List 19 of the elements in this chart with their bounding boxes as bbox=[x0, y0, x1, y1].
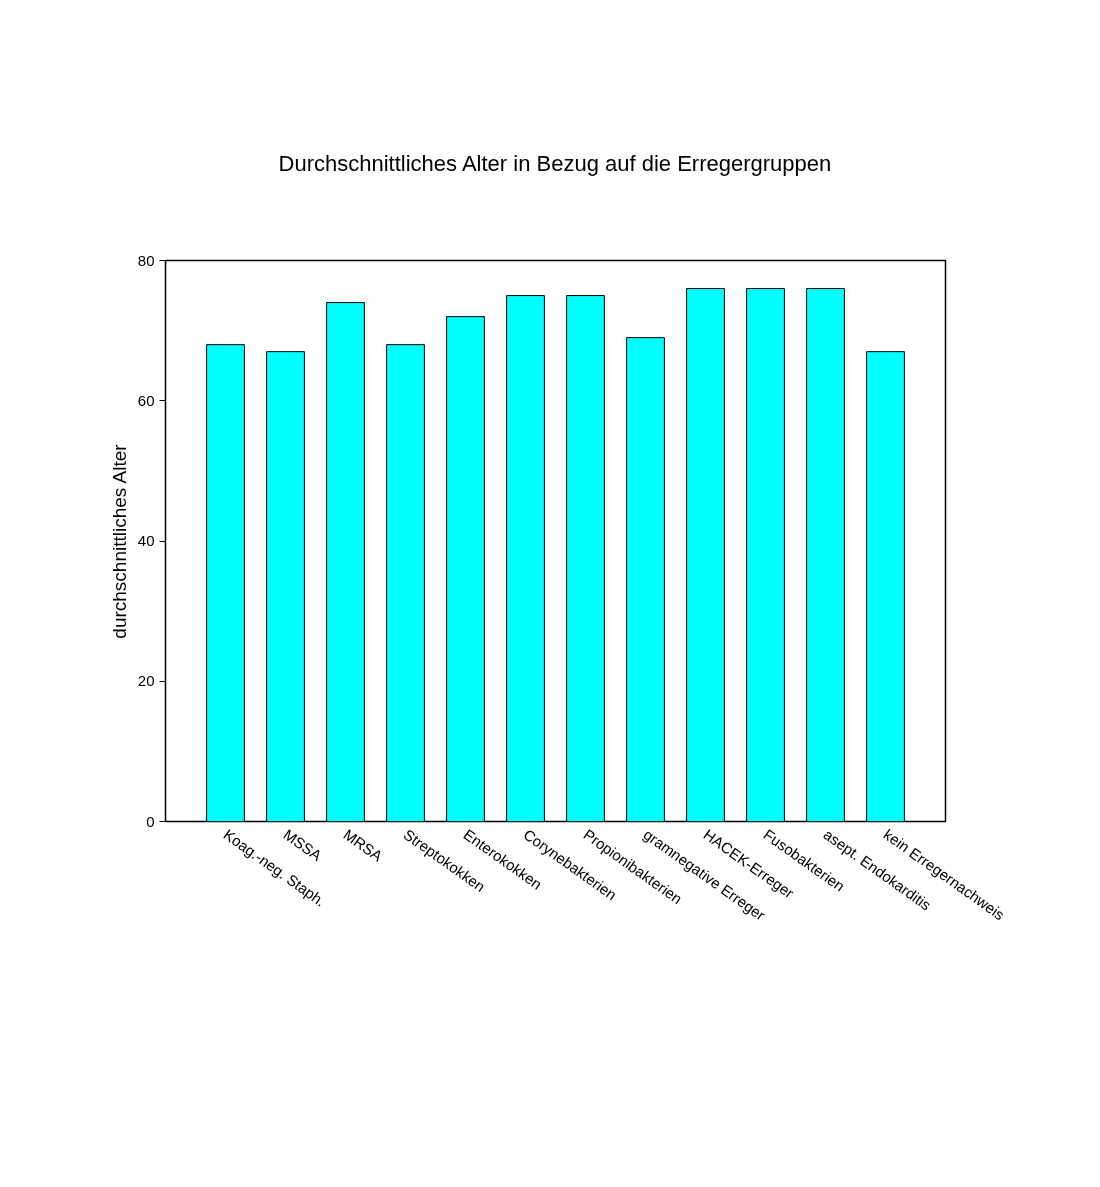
bar bbox=[206, 344, 245, 822]
bar bbox=[326, 302, 365, 822]
y-tick-label: 0 bbox=[146, 812, 155, 830]
bar bbox=[866, 351, 905, 822]
chart-title: Durchschnittliches Alter in Bezug auf die Erregergruppen bbox=[278, 150, 832, 176]
y-axis-title: durchschnittliches Alter bbox=[108, 443, 130, 639]
bar bbox=[566, 295, 605, 822]
bar bbox=[686, 288, 725, 822]
bar bbox=[446, 316, 485, 822]
bar bbox=[386, 344, 425, 822]
bar bbox=[746, 288, 785, 822]
y-tick-label: 20 bbox=[137, 672, 155, 690]
y-tick-label: 60 bbox=[137, 391, 155, 409]
bar bbox=[806, 288, 845, 822]
bar bbox=[506, 295, 545, 822]
y-tick-label: 80 bbox=[137, 251, 155, 269]
bar bbox=[626, 337, 665, 822]
bar bbox=[266, 351, 305, 822]
y-tick-label: 40 bbox=[137, 532, 155, 549]
